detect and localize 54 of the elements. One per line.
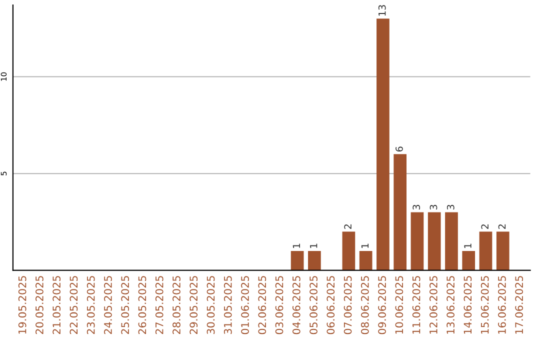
x-tick-label: 30.05.2025: [206, 276, 215, 334]
x-tick-label: 11.06.2025: [412, 276, 420, 334]
x-tick-label: 08.06.2025: [360, 276, 369, 334]
x-tick-label: 03.06.2025: [275, 276, 284, 334]
data-label: 3: [412, 204, 420, 210]
bar: [376, 18, 390, 270]
data-label: 13: [378, 5, 386, 16]
x-tick-label: 13.06.2025: [446, 276, 455, 334]
x-tick-label: 19.05.2025: [18, 276, 26, 334]
x-tick-label: 26.05.2025: [138, 276, 146, 334]
data-label: 6: [396, 146, 403, 152]
bar: [342, 232, 356, 270]
x-tick-label: 17.06.2025: [515, 276, 524, 334]
data-label: 2: [498, 224, 506, 229]
x-tick-label: 20.05.2025: [36, 276, 44, 334]
x-tick-label: 22.05.2025: [70, 276, 78, 334]
x-tick-label: 10.06.2025: [395, 276, 404, 334]
x-tick-label: 05.06.2025: [310, 276, 318, 334]
data-label: 3: [430, 204, 438, 210]
x-tick-label: 02.06.2025: [258, 276, 266, 334]
x-tick-label: 31.05.2025: [224, 276, 232, 334]
bar: [410, 212, 424, 270]
bar: [428, 212, 441, 270]
x-tick-label: 09.06.2025: [378, 276, 386, 334]
bar: [359, 250, 372, 270]
x-tick-label: 14.06.2025: [464, 276, 472, 334]
x-tick-label: 27.05.2025: [155, 276, 164, 334]
x-tick-label: 24.05.2025: [104, 276, 112, 334]
bar: [479, 232, 492, 270]
data-label: 1: [361, 244, 369, 248]
bar: [290, 250, 304, 270]
bar: [308, 250, 321, 270]
data-label: 2: [344, 224, 352, 229]
bar: [496, 232, 510, 270]
x-tick-label: 04.06.2025: [292, 276, 300, 334]
x-tick-label: 25.05.2025: [121, 276, 130, 334]
x-tick-label: 06.06.2025: [326, 276, 335, 334]
x-tick-label: 12.06.2025: [429, 276, 438, 334]
bar: [462, 250, 476, 270]
x-tick-label: 29.05.2025: [190, 276, 198, 334]
data-label: 1: [292, 244, 300, 248]
data-label: 3: [446, 204, 454, 210]
x-tick-label: 16.06.2025: [498, 276, 506, 334]
x-tick-label: 01.06.2025: [241, 276, 249, 334]
x-tick-label: 28.05.2025: [172, 276, 180, 334]
data-label: 2: [481, 224, 488, 229]
bar: [445, 212, 458, 270]
x-tick-label: 15.06.2025: [480, 276, 489, 334]
x-tick-label: 07.06.2025: [344, 276, 352, 334]
bar: [394, 154, 407, 270]
data-label: 1: [310, 244, 318, 248]
data-label: 1: [464, 244, 472, 248]
x-tick-label: 23.05.2025: [86, 276, 95, 334]
x-tick-label: 21.05.2025: [52, 276, 61, 334]
